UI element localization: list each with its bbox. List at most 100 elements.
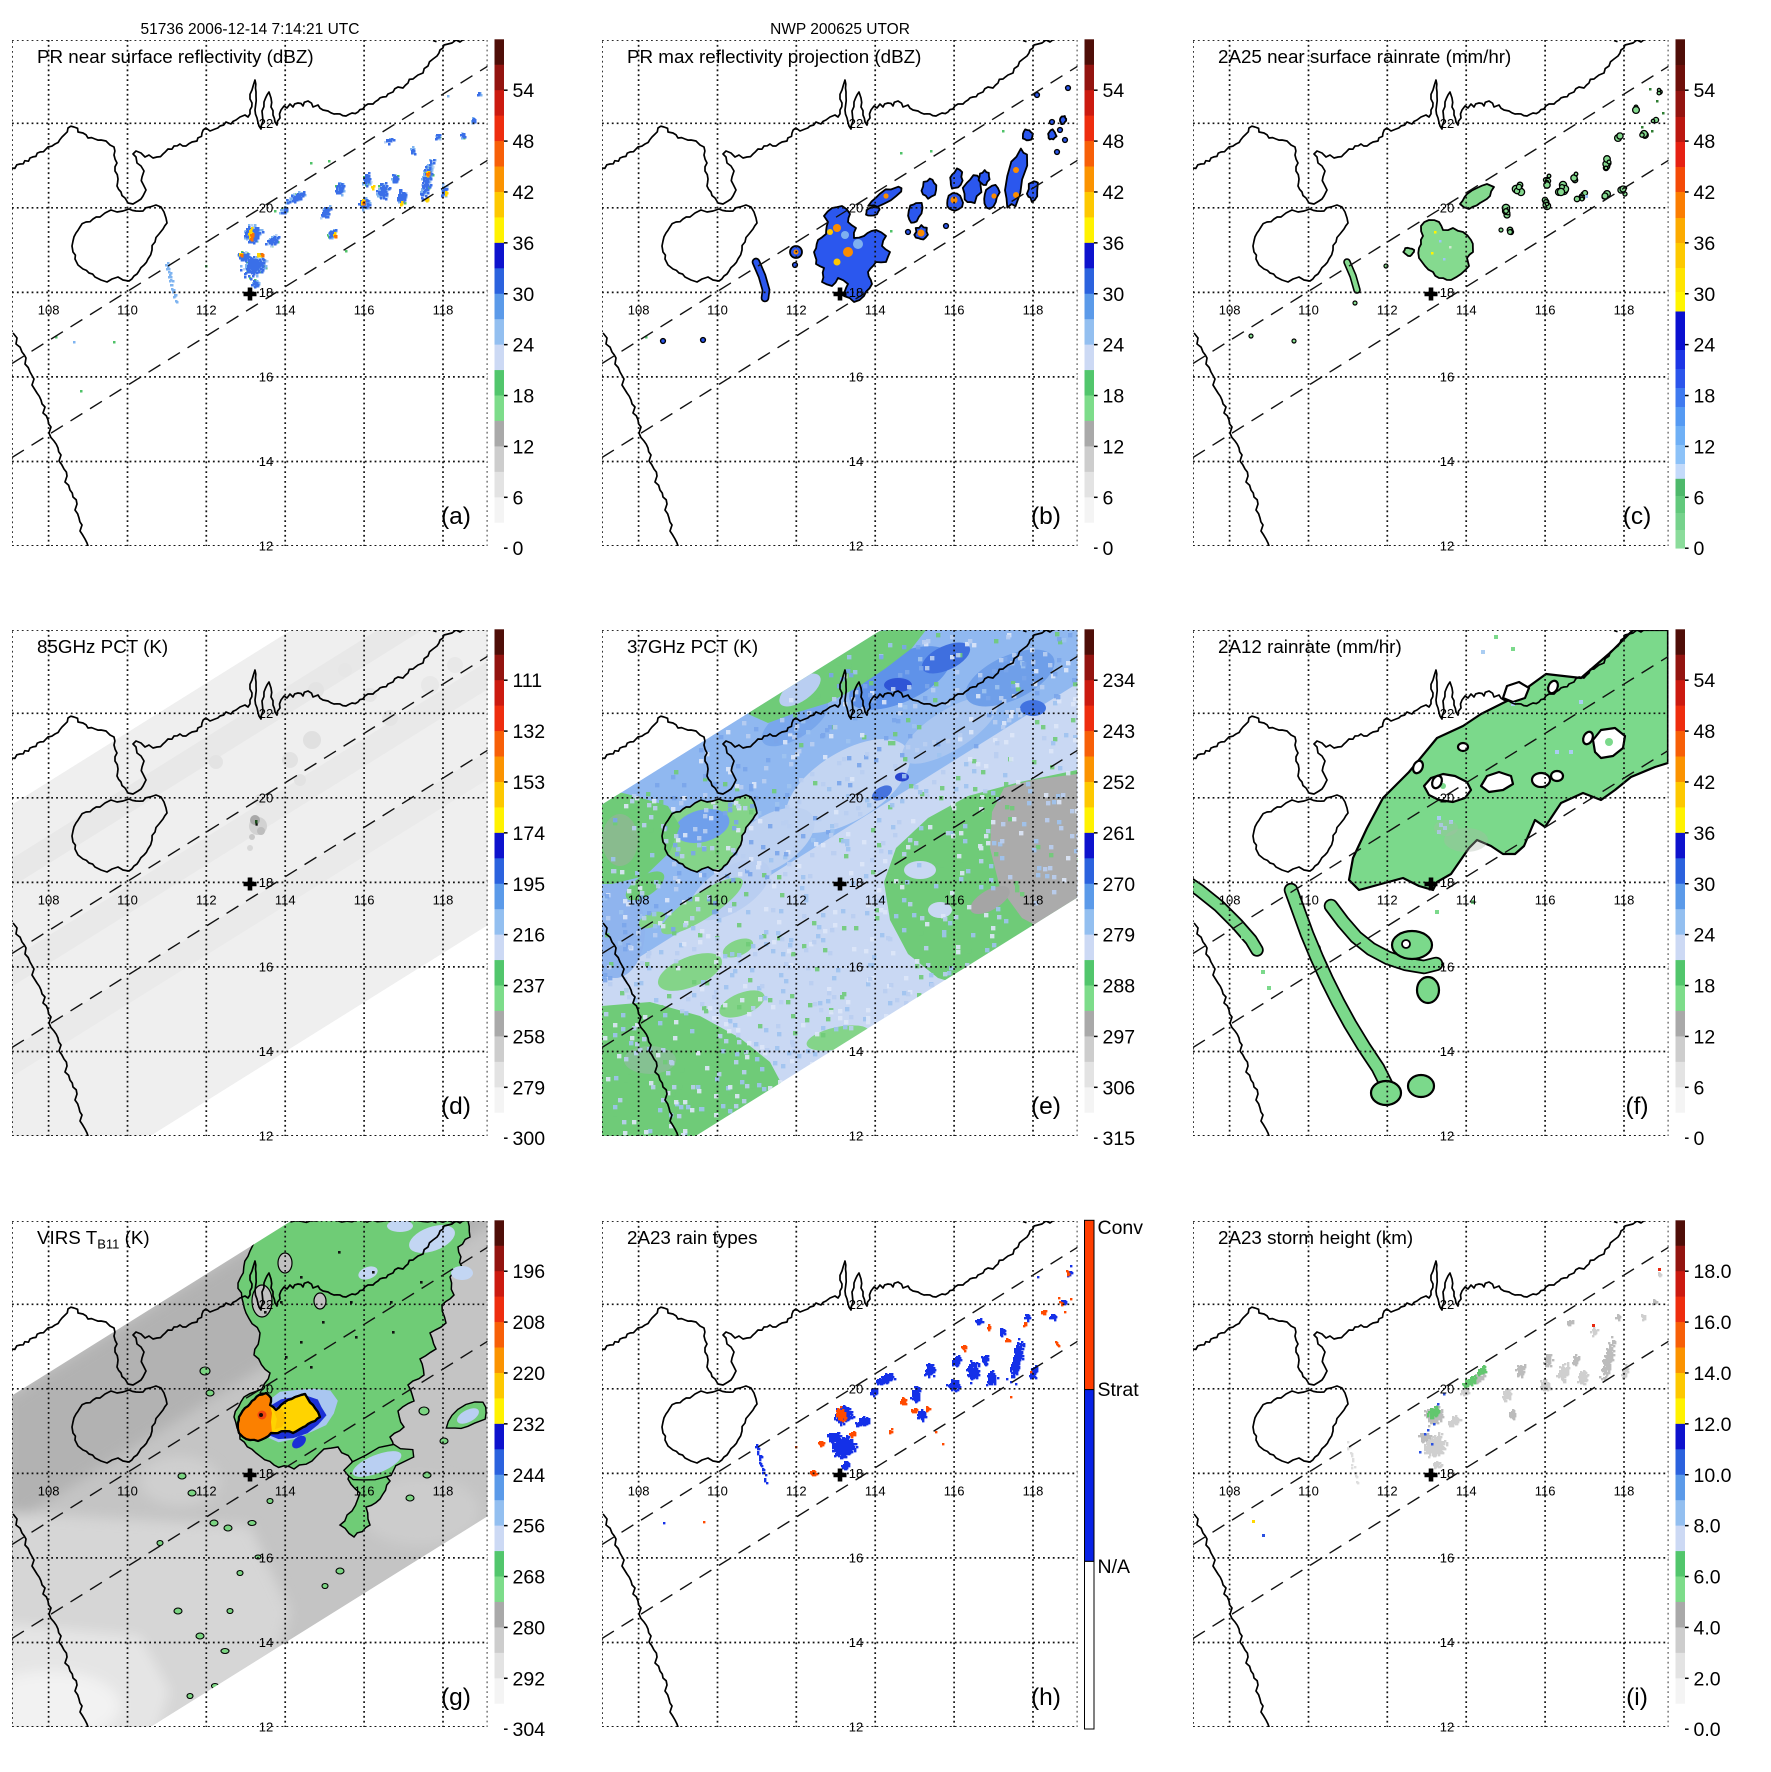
svg-text:112: 112	[786, 303, 807, 318]
svg-text:16.0: 16.0	[1693, 1312, 1731, 1334]
svg-text:252: 252	[1103, 772, 1136, 794]
svg-text:16: 16	[259, 370, 273, 385]
svg-text:288: 288	[1103, 976, 1136, 998]
svg-text:6: 6	[1103, 487, 1114, 509]
svg-text:118: 118	[1023, 893, 1044, 908]
svg-text:16: 16	[1439, 1550, 1453, 1565]
svg-text:6: 6	[1693, 487, 1704, 509]
svg-text:48: 48	[1693, 721, 1715, 743]
svg-text:118: 118	[433, 303, 454, 318]
svg-text:16: 16	[259, 1550, 273, 1565]
svg-text:153: 153	[513, 772, 546, 794]
svg-text:118: 118	[1023, 303, 1044, 318]
svg-text:0: 0	[1693, 538, 1704, 560]
svg-text:12: 12	[849, 1129, 863, 1144]
svg-text:300: 300	[513, 1128, 546, 1150]
svg-text:108: 108	[628, 893, 650, 908]
svg-text:(i): (i)	[1626, 1684, 1648, 1711]
svg-text:118: 118	[1613, 893, 1634, 908]
svg-text:116: 116	[944, 1483, 965, 1498]
svg-text:14: 14	[849, 1044, 863, 1059]
svg-text:(g): (g)	[441, 1684, 471, 1711]
svg-text:NWP 200625 UTOR: NWP 200625 UTOR	[770, 21, 910, 38]
svg-text:0: 0	[1693, 1128, 1704, 1150]
svg-text:20: 20	[849, 791, 863, 806]
svg-text:Conv: Conv	[1098, 1217, 1144, 1239]
svg-text:261: 261	[1103, 823, 1136, 845]
svg-text:0: 0	[513, 538, 524, 560]
svg-text:(a): (a)	[441, 503, 471, 530]
svg-text:195: 195	[513, 874, 546, 896]
svg-text:22: 22	[259, 116, 273, 131]
svg-text:14: 14	[849, 454, 863, 469]
svg-text:292: 292	[513, 1668, 546, 1690]
svg-text:Strat: Strat	[1098, 1379, 1140, 1401]
svg-text:20: 20	[259, 1381, 273, 1396]
svg-text:(c): (c)	[1622, 503, 1651, 530]
svg-text:108: 108	[628, 1483, 650, 1498]
svg-text:24: 24	[1693, 925, 1715, 947]
svg-text:16: 16	[1439, 960, 1453, 975]
svg-text:14: 14	[259, 1635, 273, 1650]
svg-text:2A12 rainrate (mm/hr): 2A12 rainrate (mm/hr)	[1218, 636, 1402, 657]
svg-text:110: 110	[1298, 893, 1319, 908]
svg-text:108: 108	[1218, 1483, 1240, 1498]
svg-text:30: 30	[1103, 284, 1125, 306]
svg-text:20: 20	[259, 791, 273, 806]
svg-text:36: 36	[513, 233, 535, 255]
svg-text:12.0: 12.0	[1693, 1414, 1731, 1436]
svg-text:18: 18	[1439, 875, 1453, 890]
svg-text:244: 244	[513, 1464, 546, 1486]
svg-text:114: 114	[275, 893, 296, 908]
svg-text:54: 54	[513, 80, 535, 102]
svg-text:108: 108	[38, 1483, 60, 1498]
svg-text:(f): (f)	[1625, 1093, 1648, 1120]
svg-text:0: 0	[1103, 538, 1114, 560]
svg-text:22: 22	[1439, 1297, 1453, 1312]
svg-text:306: 306	[1103, 1078, 1136, 1100]
svg-text:12: 12	[849, 1719, 863, 1734]
svg-text:6.0: 6.0	[1693, 1566, 1720, 1588]
svg-text:18: 18	[259, 285, 273, 300]
svg-text:116: 116	[944, 893, 965, 908]
svg-text:(d): (d)	[441, 1093, 471, 1120]
svg-text:36: 36	[1103, 233, 1125, 255]
svg-text:18: 18	[849, 285, 863, 300]
svg-text:2A23 storm height (km): 2A23 storm height (km)	[1218, 1227, 1413, 1248]
svg-text:N/A: N/A	[1098, 1556, 1131, 1578]
svg-text:14: 14	[1439, 1635, 1453, 1650]
svg-text:24: 24	[513, 335, 535, 357]
svg-text:16: 16	[1439, 370, 1453, 385]
svg-text:20: 20	[259, 200, 273, 215]
svg-text:256: 256	[513, 1515, 546, 1537]
svg-text:112: 112	[196, 1483, 217, 1498]
svg-text:54: 54	[1693, 670, 1715, 692]
svg-text:24: 24	[1693, 335, 1715, 357]
svg-text:114: 114	[1456, 303, 1477, 318]
svg-text:22: 22	[849, 1297, 863, 1312]
svg-text:42: 42	[513, 182, 535, 204]
svg-text:116: 116	[944, 303, 965, 318]
svg-text:(h): (h)	[1031, 1684, 1061, 1711]
svg-text:112: 112	[786, 893, 807, 908]
svg-text:PR near surface reflectivity (: PR near surface reflectivity (dBZ)	[37, 46, 314, 67]
svg-text:234: 234	[1103, 670, 1136, 692]
svg-text:14: 14	[849, 1635, 863, 1650]
svg-text:12: 12	[1439, 1719, 1453, 1734]
svg-text:112: 112	[1377, 303, 1398, 318]
svg-text:48: 48	[513, 131, 535, 153]
svg-text:108: 108	[38, 893, 60, 908]
svg-text:18: 18	[1103, 386, 1125, 408]
svg-text:2A25 near surface rainrate (mm: 2A25 near surface rainrate (mm/hr)	[1218, 46, 1511, 67]
svg-text:14: 14	[1439, 1044, 1453, 1059]
svg-text:(e): (e)	[1031, 1093, 1061, 1120]
svg-text:12: 12	[849, 539, 863, 554]
svg-text:268: 268	[513, 1566, 546, 1588]
svg-text:18: 18	[259, 875, 273, 890]
svg-text:6: 6	[513, 487, 524, 509]
svg-text:18: 18	[1439, 285, 1453, 300]
svg-text:22: 22	[1439, 706, 1453, 721]
svg-text:20: 20	[1439, 200, 1453, 215]
svg-text:30: 30	[1693, 284, 1715, 306]
svg-text:16: 16	[849, 1550, 863, 1565]
